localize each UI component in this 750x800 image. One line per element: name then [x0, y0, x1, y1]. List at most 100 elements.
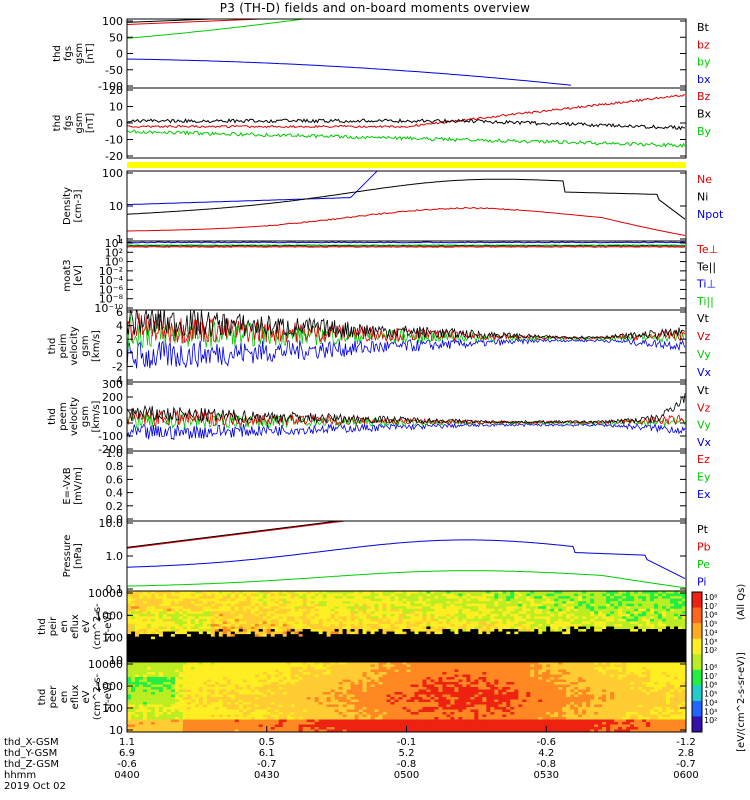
spectrogram-cell [138, 672, 144, 676]
spectrogram-cell [398, 596, 404, 600]
spectrogram-cell [146, 659, 152, 662]
spectrogram-cell [554, 656, 559, 661]
spectrogram-cell [614, 621, 619, 625]
spectrogram-cell [382, 646, 388, 650]
spectrogram-cell [170, 649, 176, 653]
spectrogram-cell [222, 656, 228, 661]
spectrogram-cell [462, 603, 467, 607]
spectrogram-cell [178, 618, 184, 623]
spectrogram-cell [538, 651, 543, 655]
spectrogram-cell [166, 694, 172, 698]
y-axis-label: thd [37, 618, 48, 635]
spectrogram-cell [222, 639, 228, 643]
spectrogram-cell [414, 606, 420, 610]
spectrogram-cell [142, 641, 148, 645]
spectrogram-cell [538, 641, 543, 645]
spectrogram-cell [374, 634, 380, 638]
spectrogram-cell [298, 659, 304, 662]
spectrogram-cell [426, 649, 432, 653]
spectrogram-cell [438, 659, 444, 662]
spectrogram-cell [162, 684, 168, 688]
spectrogram-cell [582, 613, 587, 617]
spectrogram-cell [214, 709, 220, 713]
spectrogram-cell [218, 729, 224, 732]
legend-ni: Ni [697, 191, 708, 204]
series-bz [127, 19, 273, 25]
spectrogram-cell [214, 626, 220, 630]
spectrogram-cell [174, 651, 180, 655]
spectrogram-cell [622, 591, 627, 595]
spectrogram-cell [186, 667, 192, 671]
spectrogram-cell [494, 659, 499, 662]
spectrogram-cell [522, 631, 527, 635]
spectrogram-cell [127, 689, 132, 693]
spectrogram-cell [422, 656, 428, 661]
spectrogram-cell [542, 654, 547, 658]
spectrogram-cell [230, 623, 236, 628]
spectrogram-cell [522, 641, 527, 645]
spectrogram-cell [238, 722, 244, 726]
spectrogram-cell [594, 636, 599, 640]
spectrogram-cell [438, 601, 444, 605]
spectrogram-cell [502, 618, 507, 623]
spectrogram-cell [186, 654, 192, 658]
spectrogram-cell [154, 626, 160, 630]
spectrogram-cell [214, 606, 220, 610]
spectrogram-cell [198, 674, 204, 678]
spectrogram-cell [226, 674, 232, 678]
spectrogram-cell [382, 641, 388, 645]
spectrogram-cell [166, 608, 172, 612]
spectrogram-cell [574, 593, 579, 597]
spectrogram-cell [594, 611, 599, 615]
spectrogram-cell [582, 654, 587, 658]
spectrogram-cell [398, 641, 404, 645]
spectrogram-cell [246, 601, 252, 605]
spectrogram-cell [210, 712, 216, 716]
spectrogram-cell [130, 654, 136, 658]
spectrogram-cell [486, 641, 491, 645]
spectrogram-cell [326, 626, 332, 630]
spectrogram-cell [546, 644, 551, 648]
y-tick-label: 200 [102, 391, 123, 404]
spectrogram-cell [218, 717, 224, 721]
spectrogram-cell [434, 593, 440, 597]
spectrogram-cell [234, 677, 240, 681]
spectrogram-cell [150, 712, 156, 716]
spectrogram-cell [466, 621, 471, 625]
spectrogram-cell [170, 687, 176, 691]
spectrogram-cell [274, 601, 280, 605]
spectrogram-cell [294, 611, 300, 615]
legend-te: Te⊥ [696, 243, 718, 256]
spectrogram-cell [226, 631, 232, 635]
spectrogram-cell [442, 591, 448, 595]
spectrogram-cell [418, 593, 424, 597]
spectrogram-cell [314, 601, 320, 605]
spectrogram-cell [322, 659, 328, 662]
spectrogram-cell [266, 639, 272, 643]
spectrogram-cell [186, 697, 192, 701]
spectrogram-cell [646, 606, 651, 610]
spectrogram-cell [498, 659, 503, 662]
spectrogram-cell [526, 649, 531, 653]
spectrogram-cell [418, 623, 424, 628]
spectrogram-cell [566, 659, 571, 662]
spectrogram-cell [310, 636, 316, 640]
spectrogram-cell [186, 704, 192, 708]
spectrogram-cell [466, 626, 471, 630]
spectrogram-cell [182, 603, 188, 607]
spectrogram-cell [414, 641, 420, 645]
spectrogram-cell [154, 593, 160, 597]
spectrogram-cell [650, 651, 655, 655]
spectrogram-cell [586, 641, 591, 645]
spectrogram-cell [298, 644, 304, 648]
spectrogram-cell [662, 611, 667, 615]
y-axis-label: [nPa] [73, 543, 84, 569]
panel-peim-plot-area [127, 310, 686, 372]
spectrogram-cell [234, 616, 240, 620]
spectrogram-cell [238, 618, 244, 623]
spectrogram-cell [674, 623, 679, 628]
spectrogram-cell [670, 613, 675, 617]
spectrogram-cell [262, 603, 268, 607]
spectrogram-cell [222, 598, 228, 602]
spectrogram-cell [606, 656, 611, 661]
